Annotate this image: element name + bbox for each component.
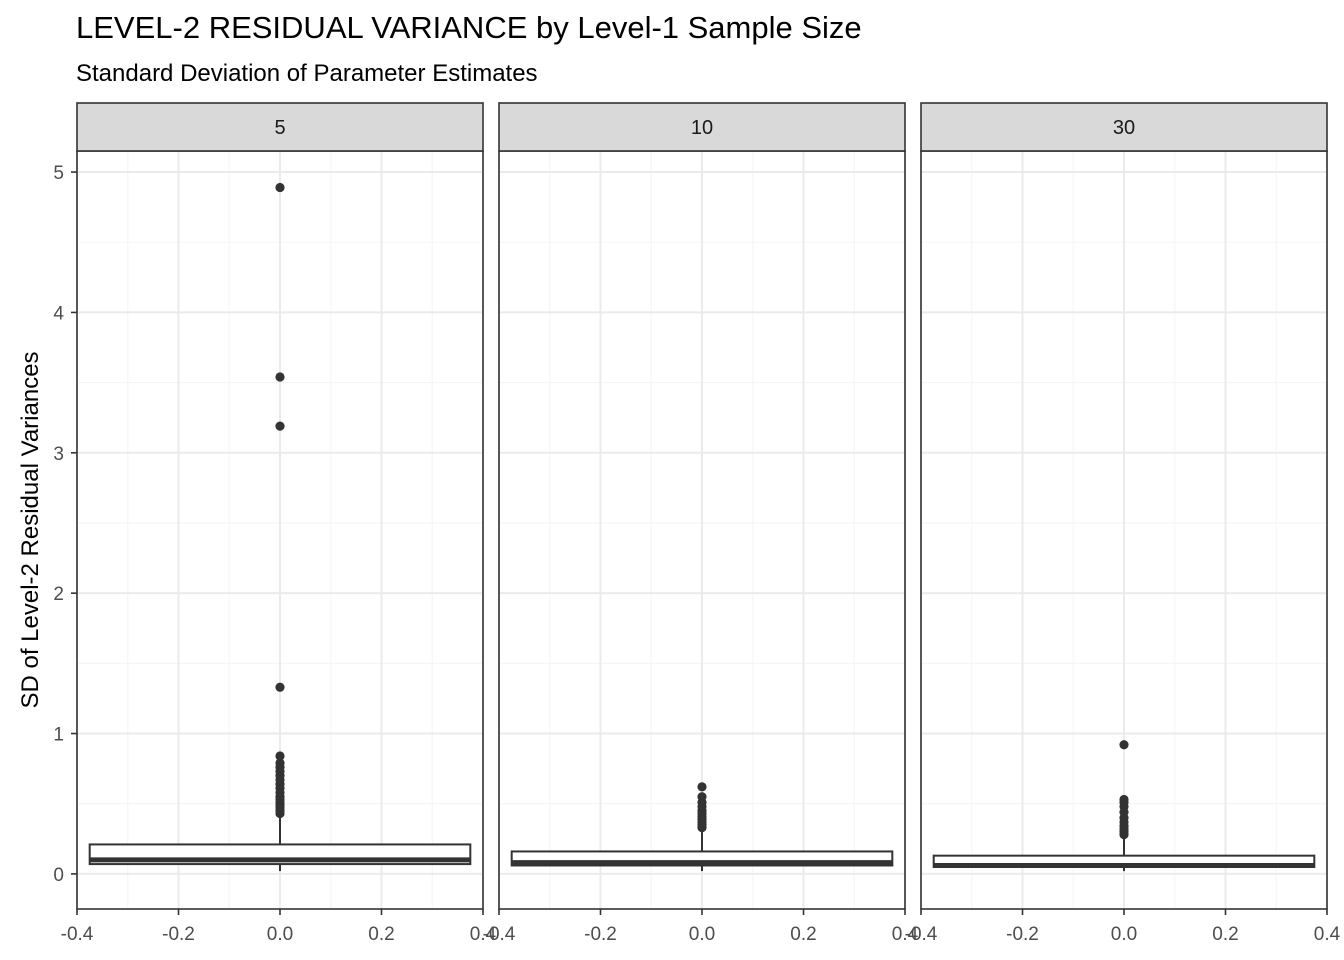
x-tick-label: 0.2 (368, 924, 394, 945)
y-tick-label: 4 (53, 303, 64, 324)
outlier-point (275, 751, 285, 761)
x-tick-label: 0.0 (1111, 924, 1137, 945)
facet-strip (498, 102, 906, 152)
outlier-point (1119, 794, 1129, 805)
y-tick-label: 0 (53, 865, 64, 886)
x-tick-label: -0.4 (905, 924, 938, 945)
x-tick-label: 0.0 (689, 924, 715, 945)
x-tick-label: -0.2 (584, 924, 617, 945)
x-tick-label: 0.4 (1314, 924, 1341, 945)
outlier-point (697, 782, 707, 792)
facet-strip-label: 10 (691, 117, 713, 139)
facet-strip (920, 102, 1328, 152)
chart-title: LEVEL-2 RESIDUAL VARIANCE by Level-1 Sam… (76, 10, 862, 45)
x-tick-label: -0.4 (61, 924, 94, 945)
outlier-point (275, 682, 285, 692)
outlier-point (275, 421, 285, 431)
chart-subtitle: Standard Deviation of Parameter Estimate… (76, 60, 538, 87)
x-tick-label: -0.2 (1006, 924, 1039, 945)
x-tick-label: -0.4 (483, 924, 516, 945)
outlier-point (275, 372, 285, 382)
y-axis-title: SD of Level-2 Residual Variances (17, 351, 44, 708)
x-tick-label: 0.0 (267, 924, 293, 945)
x-tick-label: 0.4 (470, 924, 497, 945)
x-tick-label: 0.2 (790, 924, 816, 945)
outlier-point (275, 182, 285, 193)
x-tick-label: 0.2 (1212, 924, 1238, 945)
y-tick-label: 5 (53, 163, 64, 184)
x-tick-label: -0.2 (162, 924, 195, 945)
facet-strip-label: 30 (1113, 117, 1135, 139)
y-tick-label: 2 (53, 584, 64, 605)
outlier-point (697, 792, 707, 802)
y-tick-label: 1 (53, 725, 64, 746)
outlier-point (1119, 740, 1129, 750)
x-tick-label: 0.4 (892, 924, 919, 945)
y-tick-label: 3 (53, 444, 64, 465)
outlier-point (275, 758, 285, 768)
facet-strip (76, 102, 484, 152)
facet-strip-label: 5 (274, 117, 285, 139)
